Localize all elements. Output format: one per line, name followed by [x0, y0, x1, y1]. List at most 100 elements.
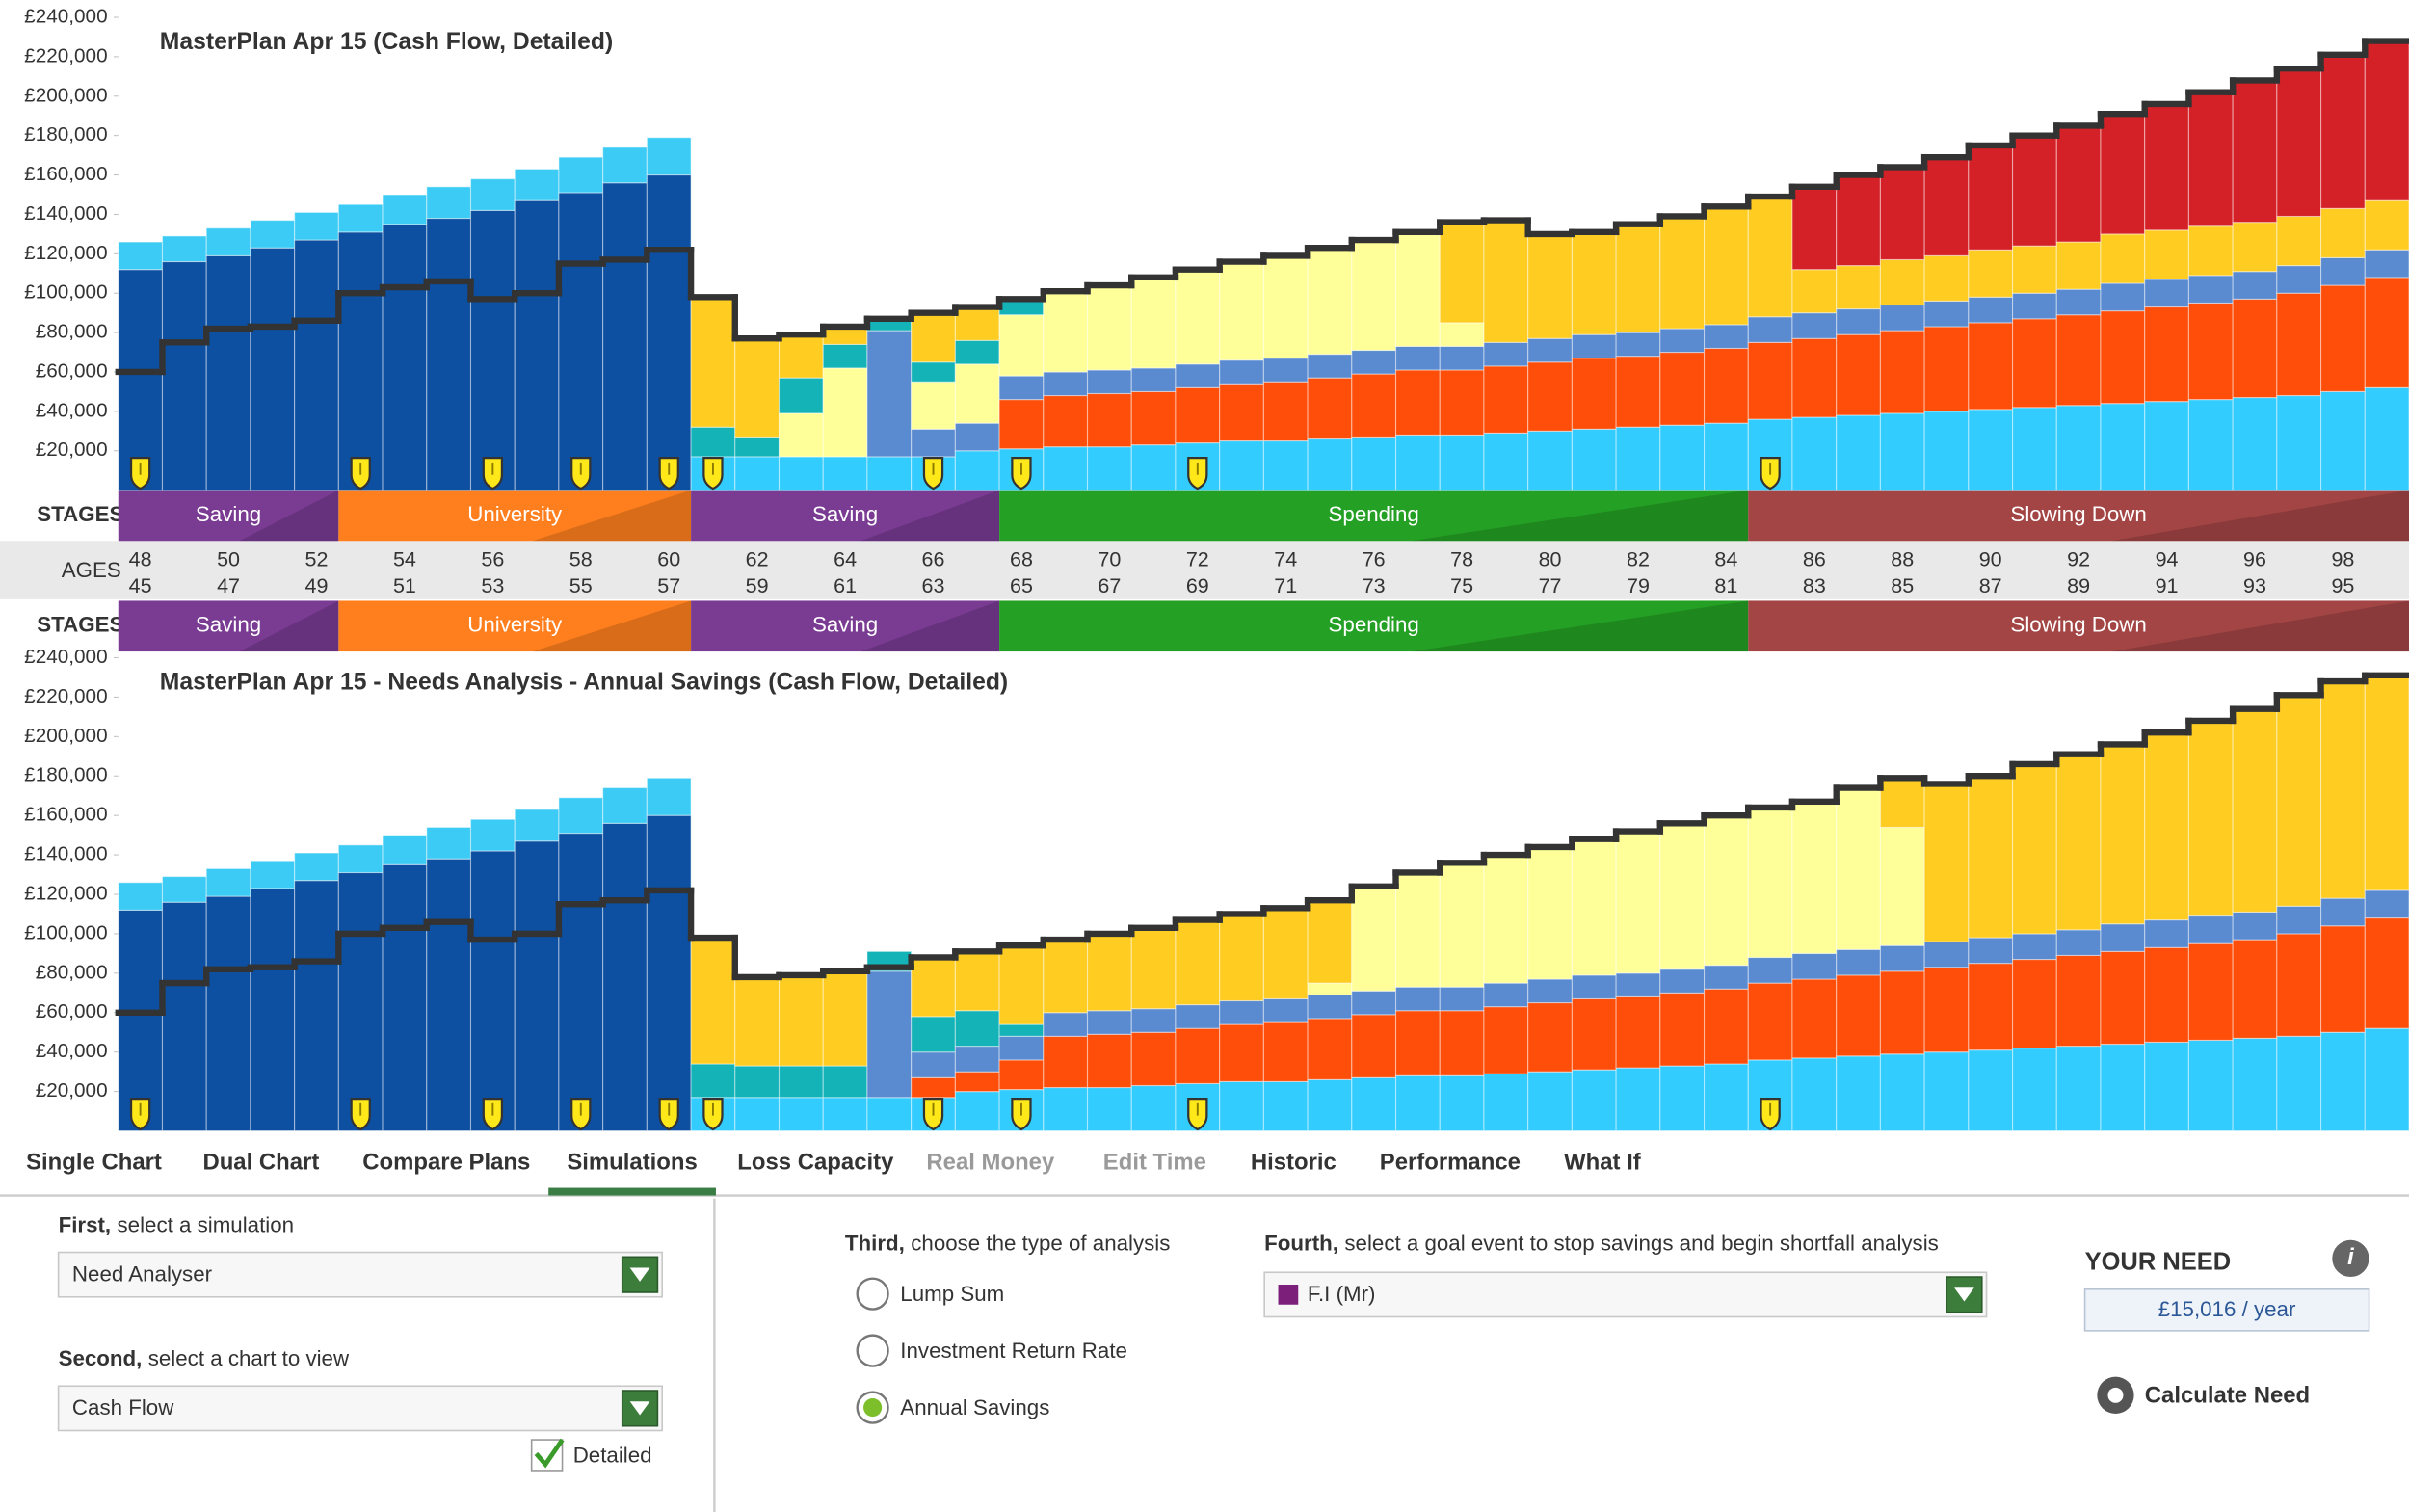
tab[interactable]: Single Chart — [26, 1149, 162, 1175]
bar-segment — [1351, 349, 1397, 375]
bar-segment — [250, 888, 296, 1132]
prompt-text: choose the type of analysis — [911, 1231, 1170, 1255]
bar-segment — [1307, 438, 1353, 491]
bar-segment — [1394, 345, 1441, 371]
bar-segment — [1923, 254, 1970, 302]
bar-segment — [1571, 1069, 1617, 1132]
tab[interactable]: Simulations — [567, 1149, 697, 1175]
bar-segment — [2187, 942, 2234, 1041]
bar-segment — [514, 199, 560, 491]
bar-segment — [1439, 1010, 1485, 1076]
dropdown-button[interactable] — [1946, 1276, 1983, 1313]
bar-segment — [2276, 933, 2322, 1037]
bar-segment — [1219, 1080, 1264, 1132]
bar-segment — [1968, 145, 2014, 251]
bar-segment — [1175, 919, 1221, 1006]
bar-segment — [911, 1051, 956, 1078]
bar-segment — [2187, 275, 2234, 304]
age-secondary: 81 — [1714, 574, 1737, 597]
stage-shade — [532, 490, 692, 542]
bar-segment — [734, 1065, 781, 1099]
bar-segment — [2364, 675, 2409, 891]
bar-segment — [1615, 426, 1661, 491]
bar-segment — [1219, 1023, 1264, 1082]
bar-segment — [1571, 997, 1617, 1071]
bar-segment — [426, 826, 472, 860]
bar-segment — [1615, 1067, 1661, 1132]
bar-segment — [1659, 1065, 1706, 1132]
bar-segment — [1262, 358, 1309, 383]
bar-segment — [1439, 322, 1485, 347]
bar-segment — [2055, 1046, 2102, 1132]
bar-segment — [1262, 907, 1309, 1000]
bar-segment — [1262, 1080, 1309, 1132]
radio[interactable] — [856, 1277, 889, 1311]
bar-segment — [1923, 411, 1970, 491]
stage-band — [118, 490, 339, 542]
bar-segment — [2364, 889, 2409, 919]
bar-segment — [1791, 186, 1838, 271]
bar-segment — [1351, 436, 1397, 491]
bar-segment — [426, 858, 472, 1132]
age-primary: 80 — [1539, 548, 1562, 571]
bar-segment — [1836, 265, 1881, 310]
bar-segment — [2320, 390, 2366, 491]
age-secondary: 91 — [2156, 574, 2179, 597]
bar-segment — [866, 1097, 913, 1132]
bar-segment — [1923, 156, 1970, 256]
bar-segment — [2100, 923, 2146, 952]
tab[interactable]: Performance — [1380, 1149, 1521, 1175]
bar-segment — [1086, 392, 1132, 448]
age-primary: 60 — [657, 548, 680, 571]
bar-segment — [1703, 347, 1749, 424]
bar-segment — [954, 1046, 1000, 1073]
bar-segment — [1703, 814, 1749, 967]
tab[interactable]: What If — [1564, 1149, 1641, 1175]
radio[interactable] — [856, 1334, 889, 1367]
age-primary: 90 — [1979, 548, 2002, 571]
bar-segment — [1483, 341, 1529, 367]
bar-segment — [1439, 434, 1485, 491]
bar-segment — [778, 412, 824, 458]
y-tick-label: £80,000 — [36, 321, 108, 343]
bar-segment — [2187, 1039, 2234, 1132]
dropdown[interactable] — [57, 1251, 663, 1298]
bar-segment — [382, 835, 428, 865]
tab: Edit Time — [1103, 1149, 1206, 1175]
radio-dot — [863, 1398, 883, 1418]
info-icon[interactable] — [2332, 1239, 2369, 1278]
bar-segment — [382, 194, 428, 225]
bar-segment — [1394, 1074, 1441, 1132]
calculate-button[interactable]: Calculate Need — [2145, 1383, 2310, 1409]
bar-segment — [2187, 915, 2234, 944]
bar-segment — [2100, 282, 2146, 312]
tab[interactable]: Compare Plans — [362, 1149, 530, 1175]
tab[interactable]: Dual Chart — [202, 1149, 319, 1175]
dropdown[interactable] — [1263, 1271, 1988, 1318]
bar-segment — [1043, 1086, 1089, 1132]
bar-segment — [911, 1076, 956, 1099]
tab[interactable]: Loss Capacity — [737, 1149, 894, 1175]
bar-segment — [2011, 933, 2057, 961]
y-tick-label: £20,000 — [36, 1079, 108, 1101]
bar-segment — [646, 777, 692, 816]
bar-segment — [778, 974, 824, 1067]
bar-segment — [1659, 215, 1706, 330]
bar-segment — [866, 970, 913, 1099]
radio-label: Annual Savings — [900, 1395, 1049, 1419]
bar-segment — [1527, 430, 1573, 491]
age-primary: 62 — [746, 548, 769, 571]
bar-segment — [2320, 207, 2366, 258]
bar-segment — [1968, 963, 2014, 1051]
bar-segment — [2100, 310, 2146, 405]
bar-segment — [778, 1097, 824, 1132]
bar-segment — [1571, 231, 1617, 335]
bar-segment — [911, 956, 956, 1018]
dropdown[interactable] — [57, 1385, 663, 1432]
tab[interactable]: Historic — [1251, 1149, 1337, 1175]
bar-segment — [822, 343, 868, 369]
bar-segment — [1527, 1001, 1573, 1073]
bar-segment — [1703, 965, 1749, 990]
bar-segment — [382, 224, 428, 491]
bar-segment — [1879, 826, 1925, 946]
